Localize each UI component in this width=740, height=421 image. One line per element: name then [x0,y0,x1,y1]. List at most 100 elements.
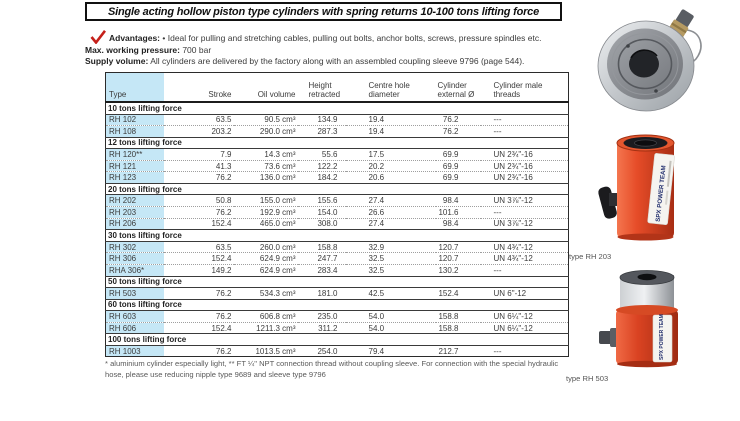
product-photo-rh203-cylinder: SPX POWER TEAM [598,134,675,241]
supply-volume-label: Supply volume: [85,56,149,66]
section-row: 30 tons lifting force [105,229,569,242]
value-cell: 98.4 [435,218,481,231]
value-cell: 184.2 [297,171,346,184]
column-header: Type [105,72,164,103]
value-cell: 155.6 [297,194,346,208]
section-label: 12 tons lifting force [105,136,569,150]
value-cell: 158.8 [297,241,346,254]
value-cell: 152.4 [163,218,234,231]
value-cell: --- [480,125,569,138]
value-cell: 98.4 [435,194,481,208]
column-header: Stroke [163,72,234,103]
value-cell: 76.2 [163,287,234,300]
carry-handle [598,186,617,219]
value-cell: 152.4 [163,252,234,265]
table-row: RH 121 41.3 73.6 cm³ 122.2 20.2 69.9 UN 2¾"-16 [105,160,569,173]
value-cell: 32.5 [345,264,436,277]
value-cell: 152.4 [163,322,234,335]
value-cell: 55.6 [297,148,346,161]
section-label: 30 tons lifting force [105,229,569,242]
column-header: Height retracted [297,72,346,103]
value-cell: UN 3⅞"-12 [480,194,569,208]
value-cell: 19.4 [345,125,436,138]
value-cell: 130.2 [435,264,481,277]
section-label: 100 tons lifting force [105,333,569,346]
table-row: RHA 306* 149.2 624.9 cm³ 283.4 32.5 130.2 --- [105,264,569,277]
value-cell: 606.8 cm³ [233,310,298,323]
column-header: Cylinder male threads [480,72,569,103]
value-cell: 465.0 cm³ [233,218,298,231]
value-cell: 134.9 [297,114,346,127]
value-cell: 17.5 [345,148,436,161]
value-cell: 120.7 [435,252,481,265]
product-label: SPX POWER TEAM [647,153,675,225]
value-cell: 69.9 [435,171,481,184]
value-cell: 287.3 [297,125,346,138]
value-cell: 212.7 [438,346,459,356]
section-row: 20 tons lifting force [105,182,569,196]
page-title-text: Single acting hollow piston type cylinde… [107,5,540,18]
value-cell: 69.9 [435,160,481,173]
value-cell: 308.0 [297,218,346,231]
value-cell: 1211.3 cm³ [233,322,298,335]
brand-text: SPX POWER TEAM [659,314,665,360]
table-row: RH 102 63.5 90.5 cm³ 134.9 19.4 76.2 --- [105,114,569,127]
table-row: RH 206 152.4 465.0 cm³ 308.0 27.4 98.4 UN 3⅞"-… [105,218,569,231]
value-cell: 152.4 [435,287,481,300]
type-cell: RH 123 [105,171,164,184]
value-cell: 181.0 [297,287,346,300]
value-cell: 27.4 [345,194,436,208]
value-cell: 27.4 [345,218,436,231]
value-cell: 54.0 [345,322,436,335]
checkmark-icon [90,30,107,45]
value-cell: 624.9 cm³ [233,264,298,277]
section-row: 12 tons lifting force [105,136,569,150]
advantages-label: Advantages: [109,33,161,43]
value-cell: UN 2¾"-16 [480,148,569,161]
footnote: * aluminium cylinder especially light, *… [105,359,559,379]
product-photo-rh503-cylinder: SPX POWER TEAM [599,270,678,368]
value-cell: 154.0 [297,206,346,219]
table-row: RH 202 50.8 155.0 cm³ 155.6 27.4 98.4 UN 3⅞"-1… [105,194,569,208]
table-row: RH 203 76.2 192.9 cm³ 154.0 26.6 101.6 --- [105,206,569,219]
type-cell: RH 120** [105,148,164,161]
value-cell: 76.2 [163,171,234,184]
value-cell: 76.2 [163,310,234,323]
table-row: RH 503 76.2 534.3 cm³ 181.0 42.5 152.4 UN 6"-1… [105,287,569,300]
section-row: 100 tons lifting force [105,333,569,346]
type-cell: RH 121 [105,160,164,173]
table-row: RH 120** 7.9 14.3 cm³ 55.6 17.5 69.9 UN 2¾"-16 [105,148,569,161]
value-cell: 41.3 [163,160,234,173]
cylinder-spec-table: Type Stroke Oil volume Height retracted Cent… [105,72,569,358]
value-cell: 69.9 [435,148,481,161]
value-cell: UN 4¾"-12 [480,252,569,265]
value-cell: 158.8 [435,322,481,335]
table-header-row: Type Stroke Oil volume Height retracted Cent… [105,72,569,103]
type-cell: RH 603 [105,310,164,323]
value-cell: 50.8 [163,194,234,208]
value-cell: UN 6"-12 [480,287,569,300]
photo-caption-rh203: type RH 203 [569,252,612,261]
value-cell: 32.9 [345,241,436,254]
supply-volume-text: All cylinders are delivered by the facto… [150,56,525,66]
value-cell: 192.9 cm³ [233,206,298,219]
section-label: 60 tons lifting force [105,298,569,312]
page-title: Single acting hollow piston type cylinde… [85,2,562,21]
column-header: Cylinder external Ø [435,72,481,103]
section-label: 20 tons lifting force [105,182,569,196]
value-cell: 283.4 [297,264,346,277]
value-cell: 90.5 cm³ [233,114,298,127]
column-header: Oil volume [233,72,298,103]
max-pressure-label: Max. working pressure: [85,45,180,55]
value-cell: 73.6 cm³ [233,160,298,173]
max-pressure-line: Max. working pressure: 700 bar [85,45,211,55]
value-cell: 76.2 [163,206,234,219]
section-row: 50 tons lifting force [105,275,569,289]
value-cell: 1013.5 cm³ [255,346,296,356]
product-photo-flat-hollow-cylinder [597,9,702,112]
value-cell: 32.5 [345,252,436,265]
value-cell: 534.3 cm³ [233,287,298,300]
value-cell: 63.5 [163,241,234,254]
value-cell: 76.2 [435,125,481,138]
